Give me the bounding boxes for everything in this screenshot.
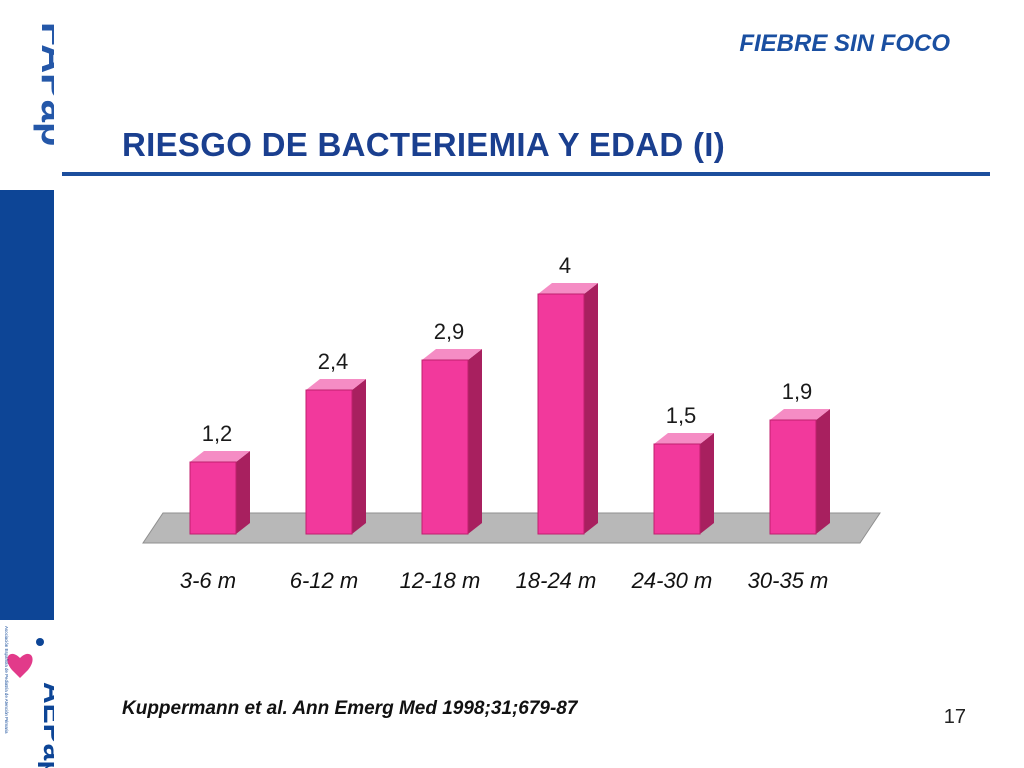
bar-side <box>700 433 714 534</box>
data-label: 2,4 <box>318 349 349 374</box>
slide-title: RIESGO DE BACTERIEMIA Y EDAD (I) <box>122 126 726 163</box>
citation: Kuppermann et al. Ann Emerg Med 1998;31;… <box>122 698 578 719</box>
fapap-logo: FAPap <box>33 22 54 146</box>
category-label: 3-6 m <box>180 568 236 593</box>
bar-top <box>654 433 714 444</box>
page-number: 17 <box>943 706 966 728</box>
data-label: 1,5 <box>666 403 697 428</box>
bar-1 <box>305 379 366 535</box>
category-label: 12-18 m <box>400 568 481 593</box>
bar-front <box>421 359 469 535</box>
bar-top <box>190 451 250 462</box>
aepap-logo-heart <box>7 653 33 678</box>
aepap-logo-dot <box>36 638 44 646</box>
bar-front <box>537 293 585 535</box>
labels-layer: 1,2 2,4 2,9 4 1,5 1,9 <box>202 253 813 446</box>
aepap-logo-text: AEPap <box>37 682 54 768</box>
bar-front <box>769 419 817 535</box>
bar-2 <box>421 349 482 535</box>
category-label: 30-35 m <box>748 568 829 593</box>
bar-side <box>816 409 830 534</box>
aepap-logo-caption: Asociación Española de Pediatría de Aten… <box>4 626 9 734</box>
bar-top <box>422 349 482 360</box>
fapap-logo-text: FAPap <box>33 22 54 146</box>
sidebar-band <box>0 190 54 620</box>
bar-3 <box>537 283 598 535</box>
data-label: 1,2 <box>202 421 233 446</box>
data-label: 2,9 <box>434 319 465 344</box>
bar-front <box>653 443 701 535</box>
category-label: 18-24 m <box>516 568 597 593</box>
title-rule <box>62 172 990 176</box>
bar-5 <box>769 409 830 535</box>
categories-layer: 3-6 m 6-12 m 12-18 m 18-24 m 24-30 m 30-35 m <box>180 568 828 593</box>
bar-top <box>770 409 830 420</box>
bar-side <box>584 283 598 534</box>
bar-side <box>352 379 366 534</box>
category-label: 6-12 m <box>290 568 358 593</box>
data-label: 4 <box>559 253 571 278</box>
chart-floor <box>142 512 881 544</box>
aepap-logo: AEPap Asociación Española de Pediatría d… <box>4 626 54 768</box>
bar-top <box>306 379 366 390</box>
bar-side <box>468 349 482 534</box>
bar-0 <box>189 451 250 535</box>
category-label: 24-30 m <box>631 568 713 593</box>
data-label: 1,9 <box>782 379 813 404</box>
bars-layer <box>189 283 830 535</box>
bar-front <box>189 461 237 535</box>
bar-front <box>305 389 353 535</box>
section-title: FIEBRE SIN FOCO <box>739 30 950 57</box>
bar-side <box>236 451 250 534</box>
bar-4 <box>653 433 714 535</box>
bar-top <box>538 283 598 294</box>
